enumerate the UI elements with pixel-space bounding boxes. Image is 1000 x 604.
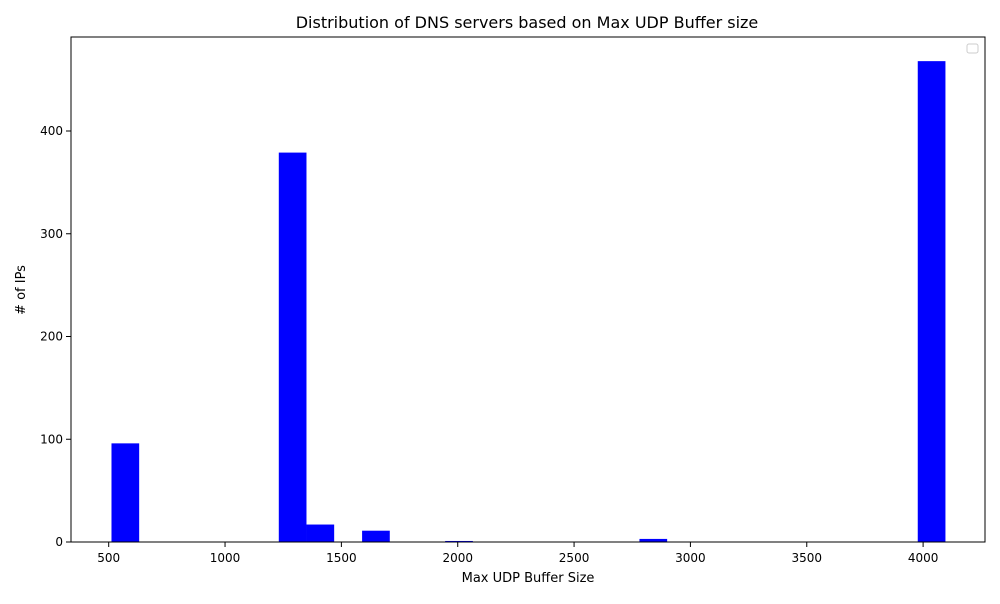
y-tick-label: 100 [40,432,63,446]
chart-title: Distribution of DNS servers based on Max… [296,13,759,32]
histogram-bar-2 [306,524,335,542]
x-axis-label: Max UDP Buffer Size [462,571,595,586]
histogram-bar-5 [639,538,668,542]
x-tick-label: 1500 [326,551,357,565]
y-tick-label: 0 [55,535,63,549]
x-tick-label: 3500 [791,551,822,565]
y-axis-ticks: 0 100 200 300 400 [40,124,71,549]
histogram-bar-6 [917,61,946,542]
bars-group [111,61,946,542]
histogram-bar-0 [111,443,140,542]
y-tick-label: 200 [40,330,63,344]
histogram-bar-1 [278,152,307,542]
y-tick-label: 300 [40,227,63,241]
y-tick-label: 400 [40,124,63,138]
y-axis-label: # of IPs [14,265,29,315]
histogram-bar-3 [362,530,390,542]
x-tick-label: 2000 [442,551,473,565]
x-tick-label: 500 [97,551,120,565]
legend-box [966,43,979,54]
x-tick-label: 2500 [559,551,590,565]
x-axis-ticks: 500 1000 1500 2000 2500 3000 3500 4000 [97,542,938,565]
x-tick-label: 3000 [675,551,706,565]
x-tick-label: 1000 [210,551,241,565]
plot-frame [70,36,986,543]
histogram-bar-4 [445,540,473,542]
x-tick-label: 4000 [908,551,939,565]
